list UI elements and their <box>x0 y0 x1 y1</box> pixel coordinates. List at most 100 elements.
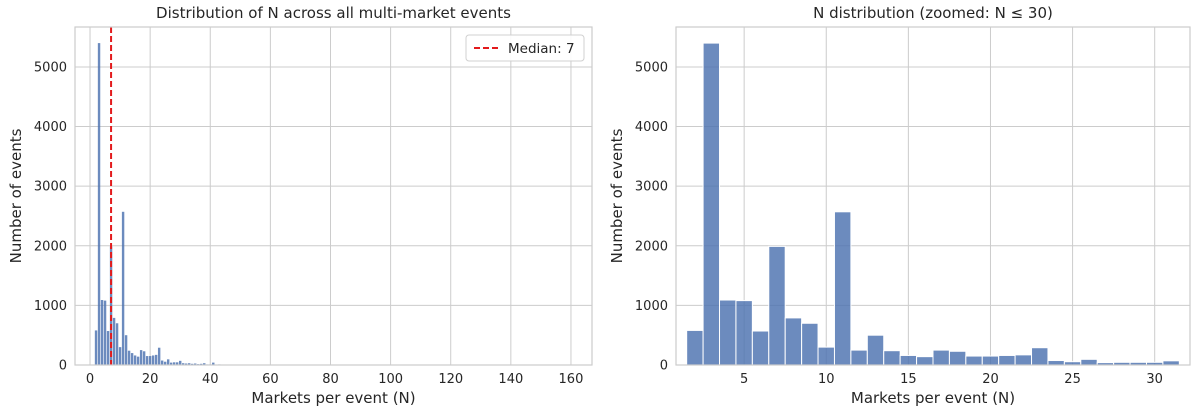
bar <box>97 43 101 365</box>
bar <box>784 317 803 366</box>
bar <box>127 350 131 365</box>
bar <box>182 363 185 365</box>
right-y-ticks: 0 1000 2000 3000 4000 5000 <box>635 60 668 373</box>
bar <box>1162 360 1180 366</box>
legend-median-label: Median: 7 <box>508 41 575 57</box>
x-tick-label: 120 <box>438 372 463 387</box>
left-chart-title: Distribution of N across all multi-marke… <box>156 4 511 22</box>
bar <box>850 349 868 366</box>
y-tick-label: 4000 <box>34 120 67 135</box>
y-tick-label: 3000 <box>635 180 668 195</box>
left-axes-frame <box>74 26 593 366</box>
bar <box>932 349 950 366</box>
bar <box>833 211 852 366</box>
x-tick-label: 20 <box>142 372 159 387</box>
bar <box>103 300 107 365</box>
bar <box>1014 354 1033 366</box>
x-tick-label: 80 <box>322 372 339 387</box>
x-tick-label: 10 <box>818 372 835 387</box>
right-x-ticks: 5 10 15 20 25 30 <box>740 372 1163 387</box>
bar <box>148 356 152 365</box>
bar <box>702 42 721 366</box>
legend-box <box>465 34 585 62</box>
right-y-axis-label: Number of events <box>608 128 626 263</box>
bar <box>118 347 122 365</box>
y-tick-label: 5000 <box>635 60 668 75</box>
bar <box>866 334 885 366</box>
bar <box>139 350 143 365</box>
chart-left: 0 20 40 60 80 100 120 140 160 0 1000 2000 3000 4000 5… <box>7 4 593 407</box>
x-tick-label: 140 <box>498 372 523 387</box>
x-tick-label: 60 <box>262 372 279 387</box>
bar <box>883 350 901 366</box>
bar <box>203 363 206 365</box>
x-tick-label: 0 <box>86 372 94 387</box>
bar <box>188 363 191 365</box>
bar <box>106 331 110 365</box>
bar <box>172 362 176 365</box>
bar <box>121 211 125 365</box>
bar <box>735 300 753 366</box>
bar <box>998 354 1016 366</box>
x-tick-label: 5 <box>740 372 748 387</box>
y-tick-label: 1000 <box>34 299 67 314</box>
bar <box>133 355 137 365</box>
y-tick-label: 5000 <box>34 60 67 75</box>
y-tick-label: 0 <box>660 359 668 374</box>
bar <box>166 359 170 365</box>
bar <box>112 317 116 365</box>
x-tick-label: 160 <box>559 372 584 387</box>
bar <box>136 356 140 365</box>
right-axes-frame <box>675 26 1191 366</box>
y-tick-label: 2000 <box>635 239 668 254</box>
y-tick-label: 3000 <box>34 180 67 195</box>
bar <box>686 329 704 366</box>
bar <box>124 335 128 365</box>
y-tick-label: 4000 <box>635 120 668 135</box>
bar <box>109 246 113 365</box>
bar <box>142 351 146 365</box>
bar <box>916 356 934 366</box>
bar <box>145 356 149 365</box>
x-tick-label: 40 <box>202 372 219 387</box>
right-x-axis-label: Markets per event (N) <box>851 389 1015 407</box>
x-tick-label: 15 <box>900 372 917 387</box>
bar <box>154 354 158 365</box>
bar <box>801 322 819 366</box>
bar <box>1031 347 1049 366</box>
bar <box>169 362 173 365</box>
left-bars <box>94 43 573 365</box>
right-plot-area <box>676 27 1190 365</box>
x-tick-label: 30 <box>1146 372 1163 387</box>
bar <box>151 355 155 365</box>
bar <box>965 355 983 366</box>
left-x-axis-label: Markets per event (N) <box>251 389 415 407</box>
bar <box>981 355 1000 366</box>
bar <box>948 350 967 366</box>
bar <box>179 360 182 365</box>
y-tick-label: 2000 <box>34 239 67 254</box>
left-legend: Median: 7 <box>465 34 585 62</box>
left-y-axis-label: Number of events <box>7 128 25 263</box>
bar <box>130 353 134 365</box>
bar <box>157 347 161 365</box>
y-tick-label: 1000 <box>635 299 668 314</box>
bar <box>768 245 786 366</box>
bar <box>817 346 835 366</box>
bar <box>1080 358 1098 366</box>
bar <box>160 360 164 365</box>
bar <box>115 323 119 365</box>
left-x-ticks: 0 20 40 60 80 100 120 140 160 <box>86 372 583 387</box>
bar <box>899 354 918 366</box>
bar <box>94 330 98 365</box>
y-tick-label: 0 <box>59 359 67 374</box>
left-gridlines <box>75 27 592 366</box>
bar <box>751 330 770 366</box>
chart-right: 5 10 15 20 25 30 0 1000 2000 3000 4000 5000 N dist… <box>608 4 1191 407</box>
bar <box>212 362 215 365</box>
bar <box>719 299 737 366</box>
bar <box>175 362 179 365</box>
bar <box>100 300 104 365</box>
x-tick-label: 20 <box>982 372 999 387</box>
